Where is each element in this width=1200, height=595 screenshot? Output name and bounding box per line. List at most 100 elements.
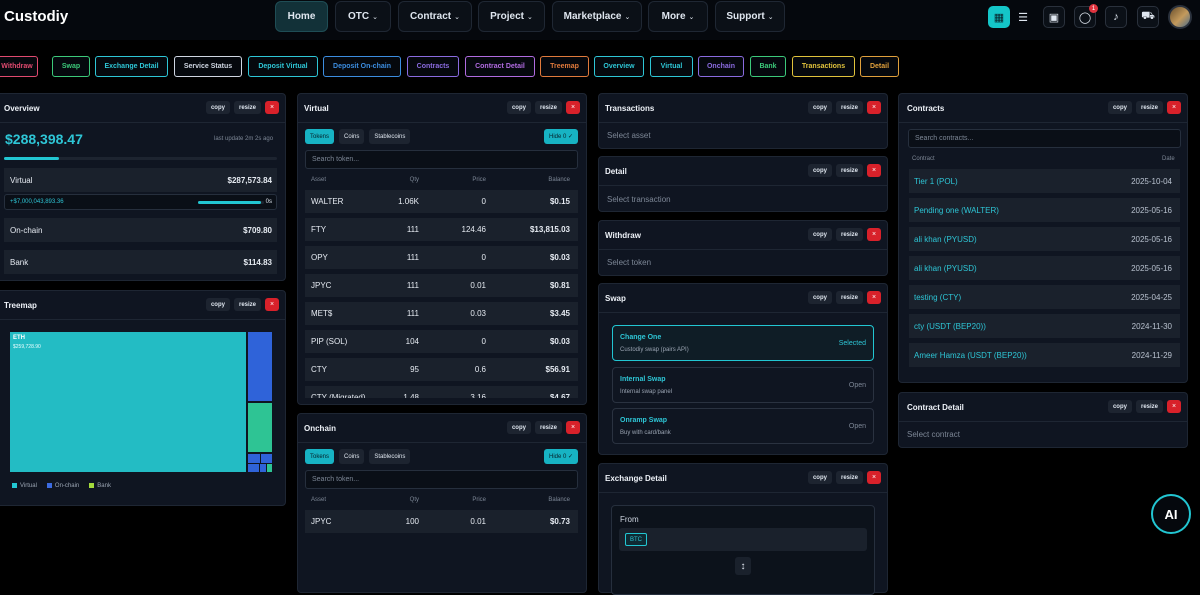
tab-coins[interactable]: Coins	[339, 449, 365, 464]
table-row[interactable]: JPYC 100 0.01 $0.73	[305, 510, 578, 533]
copy-button[interactable]: copy	[807, 101, 832, 114]
close-button[interactable]: ×	[867, 228, 881, 241]
close-button[interactable]: ×	[265, 101, 279, 114]
table-row[interactable]: PIP (SOL) 104 0 $0.03	[305, 330, 578, 353]
chip-contract-detail[interactable]: Contract Detail	[465, 56, 535, 77]
close-button[interactable]: ×	[867, 291, 881, 304]
tab-stablecoins[interactable]: Stablecoins	[369, 129, 411, 144]
close-button[interactable]: ×	[1167, 101, 1181, 114]
close-button[interactable]: ×	[265, 298, 279, 311]
copy-button[interactable]: copy	[506, 421, 531, 434]
close-button[interactable]: ×	[566, 421, 580, 434]
nav-home[interactable]: Home	[275, 1, 328, 32]
tab-stablecoins[interactable]: Stablecoins	[369, 449, 411, 464]
table-row[interactable]: JPYC 111 0.01 $0.81	[305, 274, 578, 297]
treemap-tile[interactable]	[248, 332, 272, 401]
chip-virtual[interactable]: Virtual	[650, 56, 693, 77]
contract-row[interactable]: cty (USDT (BEP20)) 2024-11-30	[909, 314, 1180, 338]
contract-row[interactable]: ali khan (PYUSD) 2025-05-16	[909, 227, 1180, 251]
resize-button[interactable]: resize	[534, 101, 562, 114]
treemap-tile[interactable]	[248, 454, 260, 463]
contract-row[interactable]: Pending one (WALTER) 2025-05-16	[909, 198, 1180, 222]
grid-view-icon[interactable]: ▦	[988, 6, 1010, 28]
table-row[interactable]: CTY (Migrated) 1.48 3.16 $4.67	[305, 386, 578, 398]
swap-direction-icon[interactable]: ↕	[735, 557, 751, 575]
nav-contract[interactable]: Contract ⌄	[398, 1, 472, 32]
copy-button[interactable]: copy	[807, 291, 832, 304]
resize-button[interactable]: resize	[835, 471, 863, 484]
treemap-tile[interactable]	[248, 464, 259, 472]
onchain-search-input[interactable]: Search token...	[305, 470, 578, 489]
overview-row-virtual[interactable]: Virtual $287,573.84	[4, 168, 277, 192]
treemap-tile[interactable]	[248, 403, 272, 452]
nav-marketplace[interactable]: Marketplace ⌄	[552, 1, 642, 32]
chip-deposit-on-chain[interactable]: Deposit On-chain	[323, 56, 401, 77]
hide-zero-button[interactable]: Hide 0 ✓	[544, 129, 579, 144]
resize-button[interactable]: resize	[835, 101, 863, 114]
chip-treemap[interactable]: Treemap	[540, 56, 589, 77]
nav-otc[interactable]: OTC ⌄	[335, 1, 391, 32]
app-logo[interactable]: Custodiy	[4, 8, 69, 25]
nav-project[interactable]: Project ⌄	[478, 1, 545, 32]
overview-row-bank[interactable]: Bank $114.83	[4, 250, 277, 274]
table-row[interactable]: FTY 111 124.46 $13,815.03	[305, 218, 578, 241]
copy-button[interactable]: copy	[205, 298, 230, 311]
wallet-icon[interactable]: ▣	[1043, 6, 1065, 28]
table-row[interactable]: WALTER 1.06K 0 $0.15	[305, 190, 578, 213]
chip-exchange-detail[interactable]: Exchange Detail	[95, 56, 168, 77]
copy-button[interactable]: copy	[807, 471, 832, 484]
chip-service-status[interactable]: Service Status	[174, 56, 242, 77]
close-button[interactable]: ×	[867, 471, 881, 484]
copy-button[interactable]: copy	[807, 228, 832, 241]
contract-row[interactable]: ali khan (PYUSD) 2025-05-16	[909, 256, 1180, 280]
close-button[interactable]: ×	[1167, 400, 1181, 413]
contract-row[interactable]: testing (CTY) 2025-04-25	[909, 285, 1180, 309]
swap-option-onramp[interactable]: Onramp Swap Buy with card/bank Open	[612, 408, 874, 444]
chip-detail[interactable]: Detail	[860, 56, 899, 77]
resize-button[interactable]: resize	[835, 164, 863, 177]
resize-button[interactable]: resize	[233, 298, 261, 311]
treemap-tile[interactable]	[260, 464, 266, 472]
table-row[interactable]: CTY 95 0.6 $56.91	[305, 358, 578, 381]
overview-row-onchain[interactable]: On-chain $709.80	[4, 218, 277, 242]
treemap-tile[interactable]	[267, 464, 272, 472]
copy-button[interactable]: copy	[807, 164, 832, 177]
close-button[interactable]: ×	[566, 101, 580, 114]
contracts-search-input[interactable]: Search contracts...	[908, 129, 1181, 148]
ai-assistant-button[interactable]: AI	[1151, 494, 1191, 534]
hide-zero-button[interactable]: Hide 0 ✓	[544, 449, 579, 464]
resize-button[interactable]: resize	[1135, 400, 1163, 413]
user-avatar[interactable]	[1168, 5, 1192, 29]
nav-support[interactable]: Support ⌄	[715, 1, 785, 32]
virtual-search-input[interactable]: Search token...	[305, 150, 578, 169]
swap-option-internal[interactable]: Internal Swap Internal swap panel Open	[612, 367, 874, 403]
resize-button[interactable]: resize	[534, 421, 562, 434]
list-view-icon[interactable]: ☰	[1018, 11, 1028, 24]
contract-row[interactable]: Ameer Hamza (USDT (BEP20)) 2024-11-29	[909, 343, 1180, 367]
chip-contracts[interactable]: Contracts	[407, 56, 459, 77]
treemap-tile-eth[interactable]: ETH $259,728.90	[10, 332, 246, 472]
resize-button[interactable]: resize	[835, 291, 863, 304]
table-row[interactable]: MET$ 111 0.03 $3.45	[305, 302, 578, 325]
nav-more[interactable]: More ⌄	[648, 1, 708, 32]
chip-bank[interactable]: Bank	[750, 56, 786, 77]
table-row[interactable]: OPY 111 0 $0.03	[305, 246, 578, 269]
chip-deposit-virtual[interactable]: Deposit Virtual	[248, 56, 318, 77]
chat-icon[interactable]: ◯ 1	[1074, 4, 1098, 28]
resize-button[interactable]: resize	[1135, 101, 1163, 114]
close-button[interactable]: ×	[867, 101, 881, 114]
chip-overview[interactable]: Overview	[594, 56, 644, 77]
treemap-tile[interactable]	[261, 454, 272, 463]
copy-button[interactable]: copy	[1107, 101, 1132, 114]
chip-transactions[interactable]: Transactions	[792, 56, 855, 77]
tab-tokens[interactable]: Tokens	[305, 129, 335, 144]
contract-row[interactable]: Tier 1 (POL) 2025-10-04	[909, 169, 1180, 193]
bell-icon[interactable]: ♪	[1105, 6, 1127, 28]
close-button[interactable]: ×	[867, 164, 881, 177]
cart-icon[interactable]: ⛟	[1137, 6, 1159, 28]
chip-onchain[interactable]: Onchain	[698, 56, 744, 77]
tab-coins[interactable]: Coins	[339, 129, 365, 144]
resize-button[interactable]: resize	[233, 101, 261, 114]
copy-button[interactable]: copy	[205, 101, 230, 114]
chip-withdraw[interactable]: Withdraw	[0, 56, 38, 77]
